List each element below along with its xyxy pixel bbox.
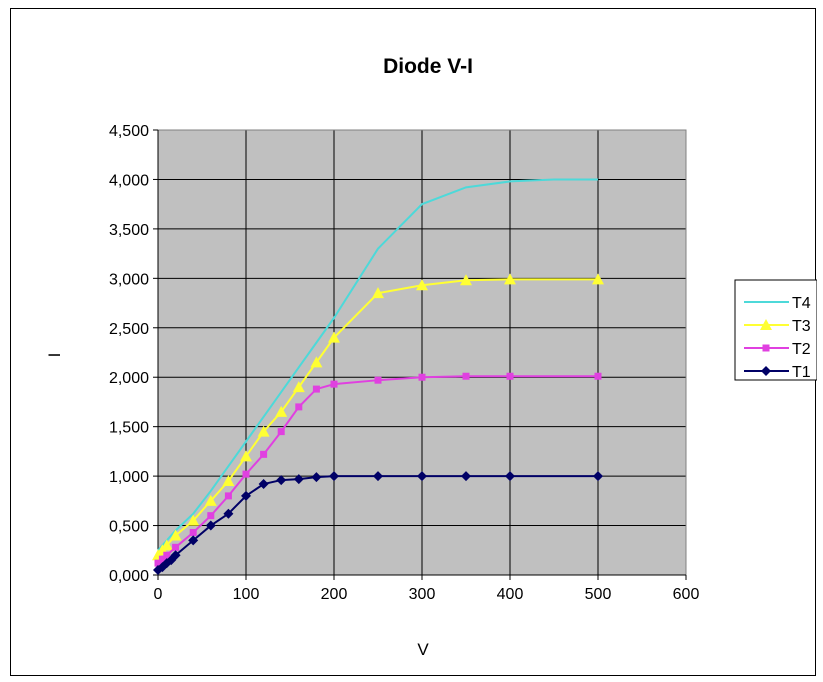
data-point-t3 xyxy=(169,529,182,541)
series-t2 xyxy=(154,372,602,567)
legend-label: T4 xyxy=(792,295,811,312)
data-point-t1 xyxy=(276,475,287,486)
y-axis-title: I xyxy=(45,353,64,358)
y-tick-label: 0,500 xyxy=(109,519,149,536)
data-point-t2 xyxy=(277,428,285,436)
x-tick-label: 300 xyxy=(409,586,436,603)
data-point-t1 xyxy=(593,471,603,482)
data-point-t3 xyxy=(160,539,173,551)
data-point-t3 xyxy=(204,494,217,506)
legend-box xyxy=(734,279,817,381)
data-point-t3 xyxy=(416,279,428,291)
data-point-t2 xyxy=(260,450,268,458)
legend-marker xyxy=(761,366,771,376)
data-point-t1 xyxy=(293,474,304,485)
data-point-t2 xyxy=(207,512,215,520)
series-t1 xyxy=(153,471,603,576)
data-point-t3 xyxy=(222,475,235,487)
x-tick-label: 400 xyxy=(497,586,524,603)
legend-marker xyxy=(762,344,770,352)
data-point-t3 xyxy=(187,514,200,526)
data-point-t1 xyxy=(188,535,199,546)
data-point-t2 xyxy=(224,492,232,500)
data-point-t3 xyxy=(592,273,604,285)
data-point-t2 xyxy=(312,385,320,393)
chart-frame: Diode V-I 0,000 0,500 1,000 1,500 2,000 2,500… xyxy=(10,8,817,676)
legend-label: T3 xyxy=(792,318,811,335)
data-point-t1 xyxy=(505,471,515,482)
data-point-t2 xyxy=(163,551,171,559)
data-point-t2 xyxy=(418,373,426,381)
diode-vi-chart: Diode V-I 0,000 0,500 1,000 1,500 2,000 2,500… xyxy=(45,55,817,659)
data-point-t1 xyxy=(241,490,251,501)
data-point-t2 xyxy=(330,380,338,388)
data-point-t3 xyxy=(292,381,305,393)
data-point-t1 xyxy=(373,471,383,482)
data-point-t1 xyxy=(461,471,471,482)
data-point-t1 xyxy=(170,550,181,561)
data-point-t3 xyxy=(328,331,340,343)
data-point-t3 xyxy=(310,356,323,368)
y-tick-label: 1,500 xyxy=(109,420,149,437)
y-tick-label: 0,000 xyxy=(109,568,149,585)
y-tick-label: 2,500 xyxy=(109,321,149,338)
series-layer xyxy=(152,178,604,576)
legend-marker xyxy=(760,319,772,330)
data-point-t2 xyxy=(295,403,303,411)
x-tick-label: 100 xyxy=(233,586,260,603)
x-tick-label: 600 xyxy=(673,586,700,603)
x-tick-label: 500 xyxy=(585,586,612,603)
data-point-t2 xyxy=(242,470,250,478)
data-point-t1 xyxy=(258,479,269,490)
data-point-t1 xyxy=(311,472,322,483)
y-tick-label: 1,000 xyxy=(109,469,149,486)
data-point-t1 xyxy=(417,471,427,482)
y-tick-label: 3,500 xyxy=(109,222,149,239)
legend-item-t1: T1 xyxy=(744,364,811,381)
chart-title: Diode V-I xyxy=(383,55,473,78)
legend-item-t4: T4 xyxy=(744,295,811,312)
data-point-t2 xyxy=(374,376,382,384)
legend-item-t2: T2 xyxy=(744,341,811,358)
axes: 0,000 0,500 1,000 1,500 2,000 2,500 3,000 3,500… xyxy=(109,123,699,603)
data-point-t2 xyxy=(158,555,166,563)
data-point-t2 xyxy=(506,372,514,380)
legend: T4 T3 T2 T1 xyxy=(734,279,817,381)
data-point-t2 xyxy=(189,528,197,536)
y-tick-label: 3,000 xyxy=(109,271,149,288)
data-point-t1 xyxy=(205,520,216,531)
x-tick-label: 200 xyxy=(321,586,348,603)
y-tick-label: 2,000 xyxy=(109,370,149,387)
data-point-t2 xyxy=(462,372,470,380)
data-point-t3 xyxy=(240,450,252,462)
legend-item-t3: T3 xyxy=(744,318,811,335)
legend-label: T2 xyxy=(792,341,811,358)
x-tick-label: 0 xyxy=(154,586,163,603)
data-point-t1 xyxy=(329,471,339,482)
data-point-t3 xyxy=(372,287,384,299)
x-axis-title: V xyxy=(417,640,429,659)
data-point-t3 xyxy=(504,273,516,285)
data-point-t2 xyxy=(594,372,602,380)
y-tick-label: 4,500 xyxy=(109,123,149,140)
legend-label: T1 xyxy=(792,364,811,381)
data-point-t3 xyxy=(257,425,270,437)
y-tick-label: 4,000 xyxy=(109,172,149,189)
data-point-t3 xyxy=(460,274,472,286)
data-point-t1 xyxy=(223,508,234,519)
data-point-t2 xyxy=(154,559,162,567)
data-point-t3 xyxy=(275,405,288,417)
data-point-t2 xyxy=(172,543,180,551)
